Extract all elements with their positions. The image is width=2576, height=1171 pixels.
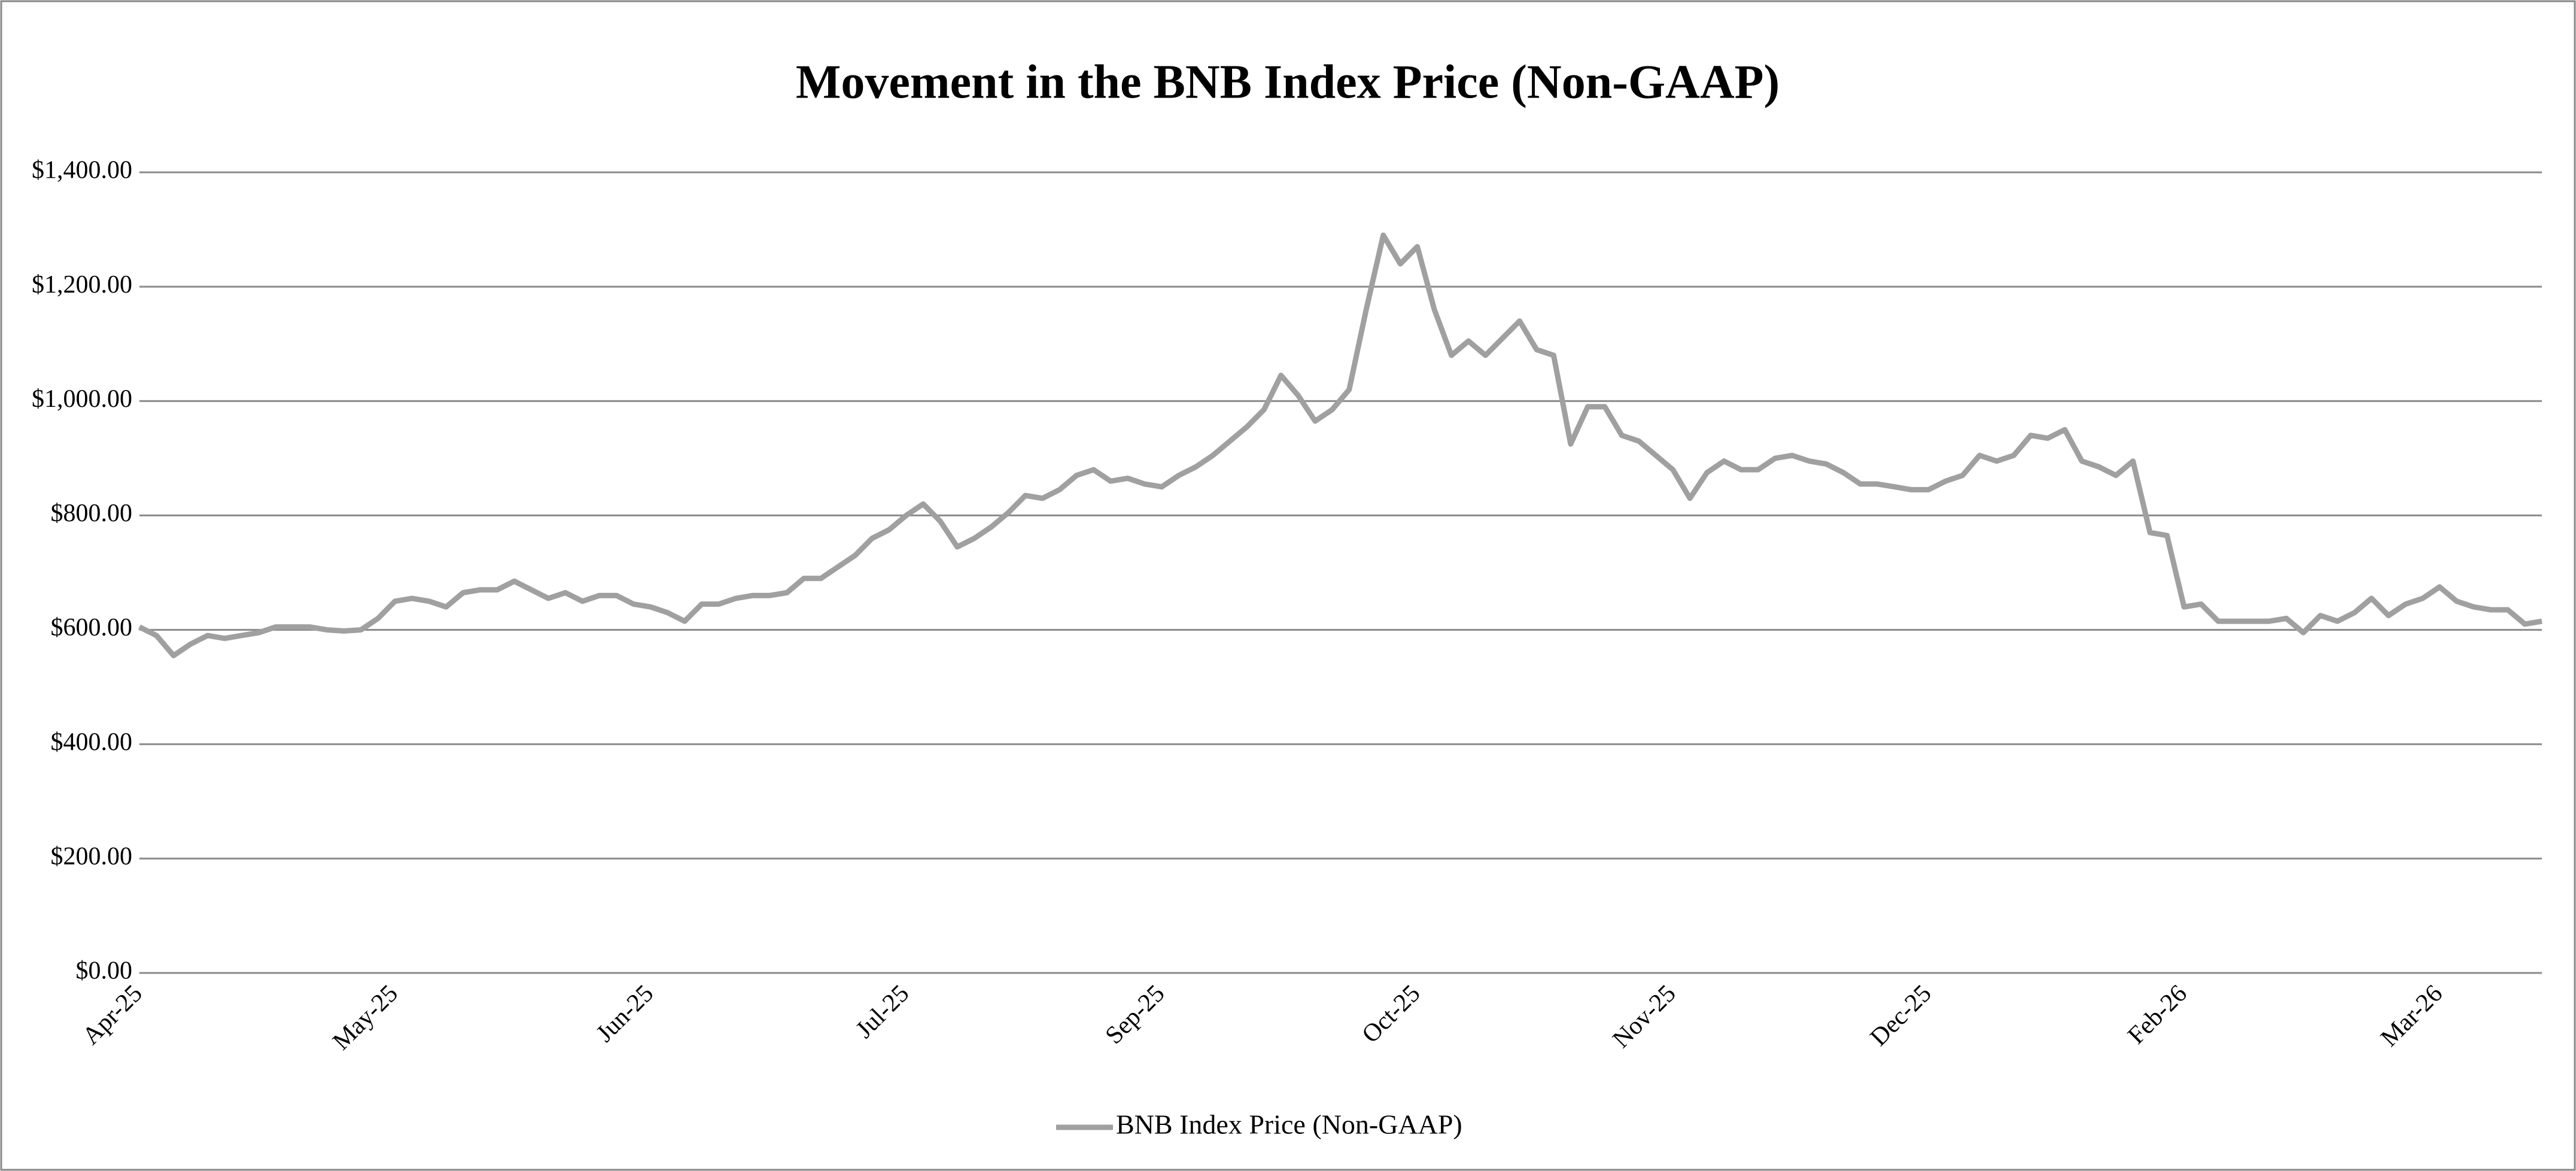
y-tick-label: $400.00 [51,728,133,756]
y-tick-label: $200.00 [51,842,133,870]
y-tick-label: $1,400.00 [32,157,132,184]
chart-title: Movement in the BNB Index Price (Non-GAA… [796,56,1780,108]
legend-label: BNB Index Price (Non-GAAP) [1116,1109,1462,1140]
y-tick-label: $1,200.00 [32,271,132,299]
data-line [138,232,2542,659]
y-tick-label: $800.00 [51,500,133,527]
y-tick-label: $1,000.00 [32,385,132,413]
y-tick-label: $600.00 [51,614,133,641]
y-tick-label: $0.00 [76,957,133,985]
